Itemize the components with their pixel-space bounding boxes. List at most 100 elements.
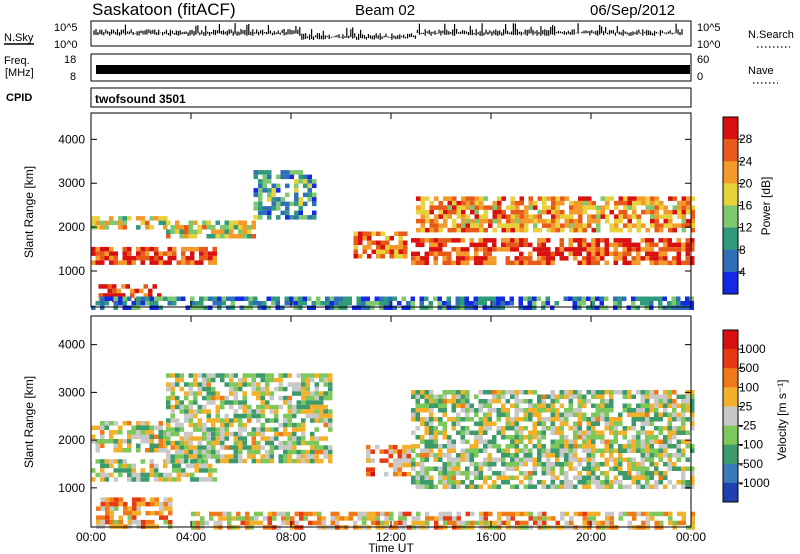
- power-cell: [492, 209, 497, 215]
- cpid-label: CPID: [6, 92, 32, 104]
- power-cell: [551, 200, 556, 206]
- power-cell: [190, 301, 195, 306]
- velocity-cell: [220, 454, 225, 459]
- velocity-cell: [541, 448, 546, 453]
- power-cell: [303, 192, 308, 198]
- power-cell: [658, 238, 663, 243]
- power-cell: [614, 218, 619, 224]
- velocity-cell: [200, 520, 205, 526]
- velocity-cell: [685, 399, 690, 404]
- power-cell: [496, 301, 501, 306]
- velocity-cell: [564, 453, 569, 458]
- velocity-cell: [131, 434, 136, 439]
- velocity-cell: [140, 472, 145, 478]
- velocity-cell: [442, 390, 447, 395]
- velocity-cell: [600, 399, 605, 404]
- power-cell: [519, 260, 524, 266]
- velocity-cell: [591, 439, 596, 444]
- velocity-cell: [95, 425, 100, 430]
- velocity-cell: [319, 391, 324, 396]
- velocity-cell: [242, 445, 247, 450]
- power-cell: [425, 227, 430, 233]
- power-cell: [527, 301, 532, 306]
- power-cell: [505, 301, 510, 306]
- power-cell: [91, 251, 96, 256]
- velocity-cell: [319, 436, 324, 441]
- velocity-cell: [215, 409, 220, 414]
- power-cell: [365, 305, 370, 310]
- power-cell: [267, 170, 272, 175]
- power-cell: [100, 305, 105, 310]
- power-cell: [100, 225, 105, 230]
- velocity-cell: [388, 462, 393, 468]
- velocity-cell: [220, 440, 225, 446]
- velocity-cell: [573, 439, 578, 444]
- velocity-cell: [220, 445, 225, 450]
- velocity-cell: [550, 430, 555, 435]
- velocity-cell: [415, 399, 420, 404]
- velocity-cell: [505, 444, 510, 449]
- velocity-cell: [91, 425, 96, 430]
- power-cell: [464, 301, 469, 306]
- velocity-cell: [447, 520, 452, 526]
- power-cell: [474, 227, 479, 233]
- velocity-cell: [199, 477, 204, 482]
- freq-tick-bottom: 8: [70, 71, 76, 83]
- power-cell: [636, 247, 641, 252]
- velocity-cell: [465, 466, 470, 471]
- power-cell: [604, 242, 609, 248]
- power-cell: [303, 183, 308, 189]
- velocity-cell: [515, 520, 520, 526]
- power-cell: [229, 229, 234, 234]
- velocity-cell: [609, 448, 614, 453]
- power-cell: [510, 260, 515, 266]
- velocity-cell: [197, 418, 202, 423]
- velocity-cell: [622, 403, 627, 408]
- power-cell: [542, 218, 547, 224]
- power-cell: [215, 220, 220, 225]
- velocity-cell: [456, 511, 461, 517]
- power-cell: [559, 238, 564, 243]
- power-cell: [663, 214, 668, 219]
- velocity-cell: [474, 408, 479, 413]
- velocity-cell: [415, 480, 420, 485]
- power-cell: [247, 225, 252, 230]
- power-cell: [479, 223, 484, 228]
- power-cell: [188, 220, 193, 225]
- power-cell: [632, 209, 637, 215]
- power-cell: [551, 209, 556, 215]
- velocity-cell: [690, 426, 695, 431]
- velocity-cell: [206, 449, 211, 455]
- velocity-cell: [170, 413, 175, 419]
- power-cell: [271, 192, 276, 198]
- velocity-cell: [586, 448, 591, 453]
- power-cell: [267, 215, 272, 220]
- velocity-cell: [469, 484, 474, 489]
- velocity-cell: [287, 409, 292, 414]
- power-cell: [474, 209, 479, 215]
- velocity-cell: [357, 511, 362, 517]
- velocity-cell: [188, 391, 193, 396]
- velocity-cell: [510, 475, 515, 480]
- power-cell: [483, 227, 488, 233]
- power-cell: [636, 256, 641, 261]
- velocity-cell: [627, 403, 632, 408]
- power-cell: [140, 296, 145, 301]
- velocity-cell: [287, 458, 292, 464]
- velocity-cell: [366, 458, 371, 463]
- velocity-cell: [510, 444, 515, 449]
- velocity-cell: [636, 403, 641, 408]
- velocity-cell: [497, 520, 502, 526]
- velocity-cell: [220, 373, 225, 378]
- velocity-cell: [447, 480, 452, 485]
- power-cell: [145, 246, 150, 252]
- velocity-cell: [424, 399, 429, 404]
- power-cell: [510, 242, 515, 248]
- power-cell: [424, 260, 429, 266]
- velocity-cell: [127, 519, 132, 525]
- velocity-cell: [191, 511, 196, 517]
- velocity-cell: [236, 511, 241, 517]
- power-cell: [690, 256, 695, 261]
- velocity-cell: [456, 430, 461, 435]
- power-cell: [428, 301, 433, 306]
